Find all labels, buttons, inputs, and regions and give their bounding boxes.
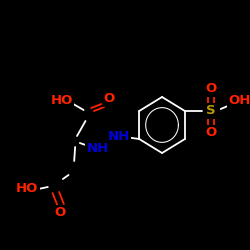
Text: OH: OH bbox=[228, 94, 250, 108]
Text: O: O bbox=[104, 92, 115, 106]
Text: HO: HO bbox=[16, 182, 38, 196]
Text: NH: NH bbox=[107, 130, 130, 143]
Text: S: S bbox=[206, 104, 216, 118]
Text: HO: HO bbox=[51, 94, 73, 108]
Text: O: O bbox=[206, 82, 217, 96]
Text: NH: NH bbox=[86, 142, 109, 156]
Text: O: O bbox=[206, 126, 217, 140]
Text: O: O bbox=[54, 206, 66, 220]
